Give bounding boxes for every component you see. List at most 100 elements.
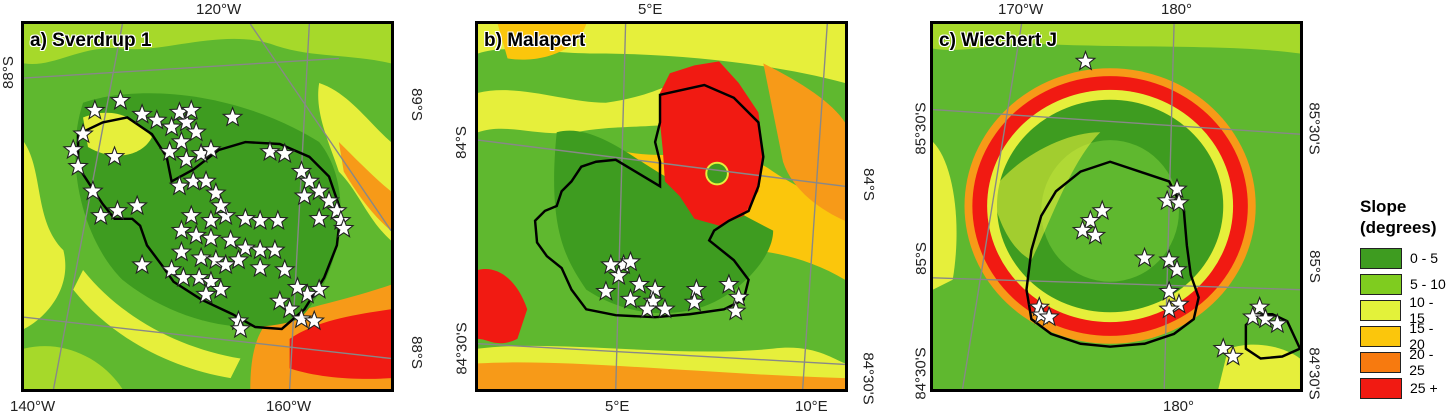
site-marker-star (595, 280, 617, 301)
site-marker-star (1212, 337, 1235, 358)
site-marker-star (170, 130, 193, 152)
panel-title: a) Sverdrup 1 (30, 30, 152, 51)
legend-swatch (1360, 351, 1402, 373)
site-marker-star (180, 99, 203, 120)
site-marker-star (1038, 305, 1060, 327)
site-marker-star (195, 170, 217, 191)
axis-label-bottom: 5°E (605, 398, 630, 415)
legend-label: 20 - 25 (1409, 346, 1434, 378)
site-marker-star (273, 258, 296, 280)
site-marker-star (654, 297, 676, 319)
site-marker-star (67, 155, 89, 176)
axis-label-right: 85°30'S (1305, 102, 1323, 155)
site-marker-star (286, 276, 309, 297)
site-marker-star (249, 238, 271, 260)
legend-label: 5 - 10 (1410, 276, 1446, 292)
site-marker-star (1079, 209, 1102, 230)
site-marker-star (1266, 312, 1289, 334)
site-marker-star (308, 207, 330, 229)
site-marker-star (1241, 305, 1264, 327)
site-marker-star (318, 189, 340, 211)
site-marker-star (308, 179, 330, 201)
site-marker-star (607, 264, 630, 286)
stars-wiechert (1028, 50, 1289, 366)
axis-label-bottom: 180° (1163, 398, 1195, 415)
axis-label-right: 85°S (1305, 250, 1323, 283)
site-marker-star (200, 138, 222, 160)
site-marker-star (219, 229, 242, 250)
site-marker-star (227, 248, 250, 270)
axis-label-top: 120°W (196, 1, 242, 18)
site-marker-star (273, 142, 296, 164)
legend-title-line2: (degrees) (1360, 218, 1437, 237)
axis-label-left: 85°S (912, 242, 930, 275)
site-marker-star (1133, 246, 1156, 268)
axis-label-top: 170°W (998, 1, 1044, 18)
site-marker-star (180, 204, 203, 226)
site-marker-star (259, 140, 281, 162)
axis-label-bottom: 140°W (10, 398, 56, 415)
site-marker-star (264, 238, 286, 260)
site-marker-star (103, 145, 126, 167)
axis-label-left: 88°S (0, 56, 17, 89)
legend-item: 10 - 15 (1360, 294, 1452, 326)
legend-swatch (1360, 247, 1402, 269)
site-marker-star (200, 270, 222, 291)
site-marker-star (249, 209, 271, 230)
site-marker-star (249, 256, 271, 278)
site-marker-star (168, 174, 191, 196)
legend-item: 0 - 5 (1360, 246, 1452, 270)
site-marker-star (303, 309, 326, 331)
legend-item: 20 - 25 (1360, 346, 1452, 378)
site-marker-star (1222, 345, 1244, 366)
site-marker-star (600, 253, 622, 275)
stars-sverdrup (62, 89, 355, 339)
axis-label-top: 5°E (638, 1, 663, 18)
site-marker-star (1091, 199, 1114, 221)
legend-swatch (1360, 325, 1402, 347)
site-marker-star (89, 204, 112, 226)
site-marker-star (308, 278, 330, 299)
site-marker-star (1248, 295, 1271, 317)
axis-label-right: 84°30'S (1305, 347, 1323, 400)
site-marker-star (1084, 224, 1107, 245)
site-marker-star (221, 106, 244, 127)
site-marker-star (170, 240, 193, 262)
site-marker-star (126, 194, 148, 216)
legend-label: 15 - 20 (1409, 320, 1434, 352)
legend-swatch (1360, 299, 1402, 321)
site-marker-star (1074, 50, 1097, 71)
site-marker-star (326, 199, 348, 221)
legend-title: Slope (degrees) (1360, 196, 1452, 238)
site-marker-star (1071, 219, 1094, 240)
site-marker-star (685, 278, 708, 299)
site-marker-star (175, 111, 198, 132)
site-marker-star (1158, 248, 1180, 270)
site-marker-star (175, 148, 198, 169)
site-marker-star (269, 290, 291, 311)
site-marker-star (214, 204, 237, 226)
axis-label-top: 180° (1161, 1, 1193, 18)
site-marker-star (188, 266, 210, 288)
panel-title: b) Malapert (484, 30, 586, 51)
slope-map-malapert (478, 24, 845, 389)
site-marker-star (628, 273, 651, 294)
map-panel-malapert: b) Malapert (475, 21, 848, 392)
legend-label: 0 - 5 (1410, 250, 1439, 266)
axis-label-right: 88°S (407, 336, 425, 369)
site-marker-star (82, 179, 104, 201)
legend-swatch (1360, 377, 1402, 399)
site-marker-star (1158, 297, 1180, 319)
site-marker-star (298, 170, 321, 191)
site-marker-star (72, 122, 94, 144)
site-marker-star (209, 278, 232, 299)
site-marker-star (131, 253, 153, 275)
site-marker-star (185, 120, 207, 142)
legend-item: 15 - 20 (1360, 320, 1452, 352)
site-marker-star (160, 258, 183, 280)
site-marker-star (1156, 189, 1178, 211)
site-marker-star (214, 253, 237, 275)
legend-item: 5 - 10 (1360, 272, 1452, 296)
slope-legend: Slope (degrees) 0 - 5 5 - 10 10 - 15 15 - 2… (1360, 196, 1452, 402)
site-marker-star (1158, 280, 1180, 301)
